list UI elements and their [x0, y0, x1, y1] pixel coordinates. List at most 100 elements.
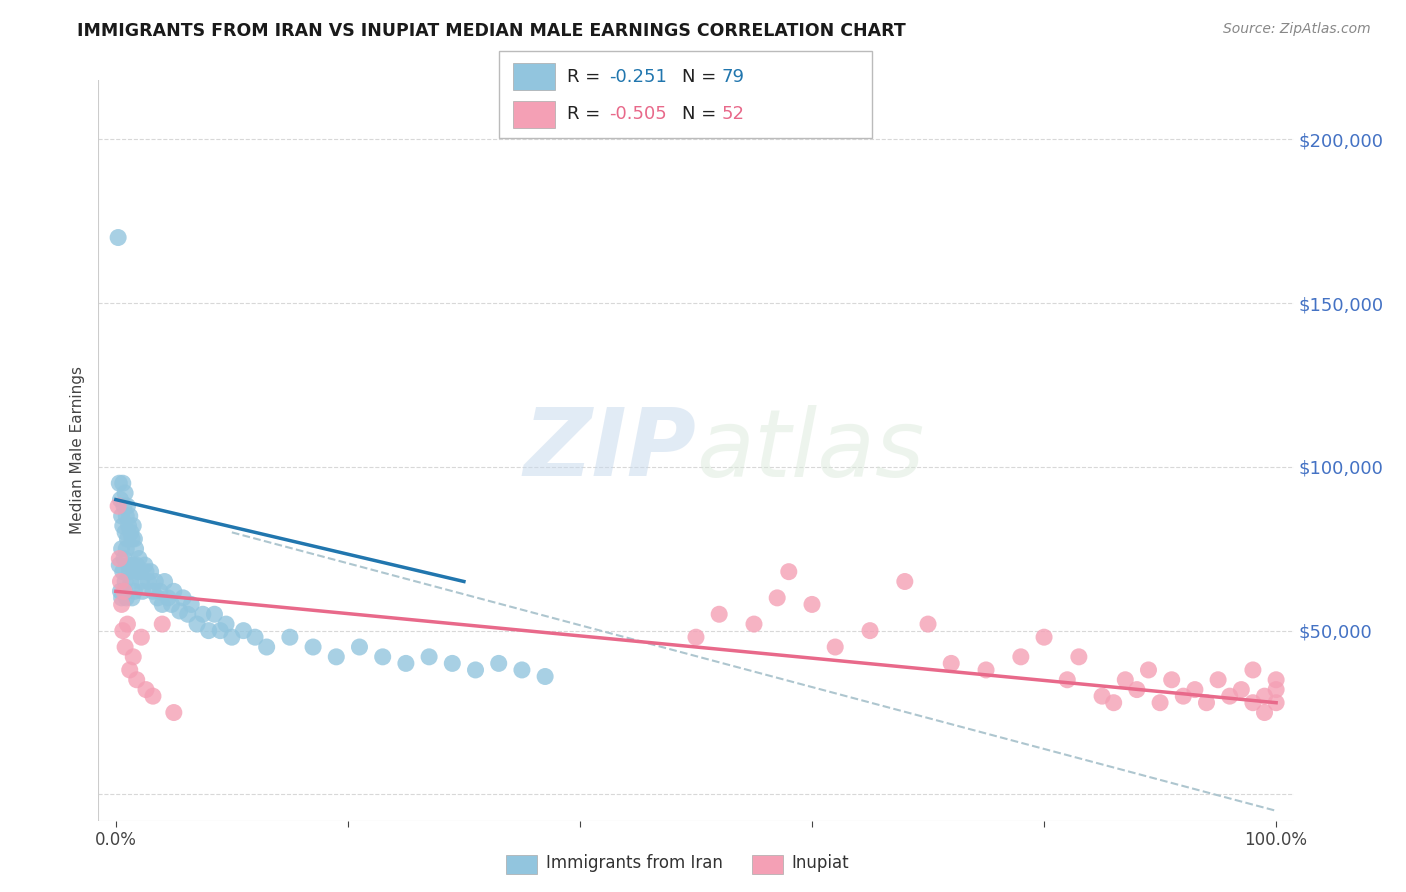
Point	[117, 499, 139, 513]
Point	[1241, 696, 1264, 710]
Text: 79: 79	[721, 68, 744, 86]
Text: Immigrants from Iran: Immigrants from Iran	[546, 855, 723, 872]
Point	[169, 604, 191, 618]
Point	[110, 492, 132, 507]
Point	[1033, 630, 1056, 644]
Point	[1102, 696, 1125, 710]
Point	[125, 673, 148, 687]
Point	[221, 630, 243, 644]
Point	[177, 607, 200, 622]
Text: atlas: atlas	[696, 405, 924, 496]
Text: R =: R =	[567, 68, 606, 86]
Point	[163, 584, 186, 599]
Point	[974, 663, 997, 677]
Point	[110, 584, 132, 599]
Point	[1265, 673, 1288, 687]
Point	[325, 649, 347, 664]
Point	[111, 598, 134, 612]
Point	[243, 630, 266, 644]
Point	[1219, 689, 1241, 703]
Point	[111, 541, 134, 556]
Point	[1149, 696, 1171, 710]
Point	[1241, 663, 1264, 677]
Point	[150, 598, 173, 612]
Point	[129, 565, 152, 579]
Point	[122, 649, 145, 664]
Point	[488, 657, 510, 671]
Point	[1010, 649, 1032, 664]
Point	[278, 630, 301, 644]
Point	[125, 558, 148, 573]
Text: N =: N =	[682, 68, 721, 86]
Text: ZIP: ZIP	[523, 404, 696, 497]
Point	[395, 657, 418, 671]
Point	[204, 607, 226, 622]
Point	[1067, 649, 1090, 664]
Point	[464, 663, 486, 677]
Point	[131, 574, 153, 589]
Point	[124, 584, 146, 599]
Text: Source: ZipAtlas.com: Source: ZipAtlas.com	[1223, 22, 1371, 37]
Point	[859, 624, 882, 638]
Point	[1056, 673, 1078, 687]
Point	[115, 508, 138, 523]
Point	[115, 541, 138, 556]
Point	[1091, 689, 1114, 703]
Point	[121, 591, 143, 605]
Point	[121, 532, 143, 546]
Point	[302, 640, 325, 654]
Point	[371, 649, 394, 664]
Point	[139, 565, 162, 579]
Point	[107, 230, 129, 244]
Point	[215, 617, 238, 632]
Text: R =: R =	[567, 105, 606, 123]
Point	[349, 640, 371, 654]
Point	[197, 624, 219, 638]
Point	[131, 584, 153, 599]
Point	[418, 649, 440, 664]
Point	[180, 598, 202, 612]
Point	[1173, 689, 1195, 703]
Point	[124, 541, 146, 556]
Point	[114, 640, 136, 654]
Point	[1206, 673, 1229, 687]
Point	[685, 630, 707, 644]
Point	[122, 518, 145, 533]
Point	[118, 663, 141, 677]
Point	[163, 706, 186, 720]
Point	[114, 486, 136, 500]
Point	[143, 574, 166, 589]
Point	[142, 584, 165, 599]
Point	[117, 558, 139, 573]
Point	[778, 565, 800, 579]
Point	[120, 525, 142, 540]
Point	[117, 518, 139, 533]
Point	[124, 532, 146, 546]
Point	[108, 476, 131, 491]
Point	[111, 476, 134, 491]
Point	[118, 508, 141, 523]
Point	[153, 574, 176, 589]
Point	[1253, 689, 1275, 703]
Point	[107, 499, 129, 513]
Point	[134, 558, 156, 573]
Point	[256, 640, 278, 654]
Point	[122, 558, 145, 573]
Text: -0.505: -0.505	[609, 105, 666, 123]
Point	[510, 663, 533, 677]
Point	[742, 617, 765, 632]
Point	[917, 617, 939, 632]
Text: Inupiat: Inupiat	[792, 855, 849, 872]
Point	[111, 624, 134, 638]
Point	[534, 669, 557, 683]
Point	[111, 518, 134, 533]
Text: IMMIGRANTS FROM IRAN VS INUPIAT MEDIAN MALE EARNINGS CORRELATION CHART: IMMIGRANTS FROM IRAN VS INUPIAT MEDIAN M…	[77, 22, 905, 40]
Point	[801, 598, 824, 612]
Point	[1230, 682, 1253, 697]
Point	[114, 574, 136, 589]
Point	[1137, 663, 1160, 677]
Text: N =: N =	[682, 105, 721, 123]
Point	[112, 584, 135, 599]
Point	[108, 558, 131, 573]
Point	[135, 682, 157, 697]
